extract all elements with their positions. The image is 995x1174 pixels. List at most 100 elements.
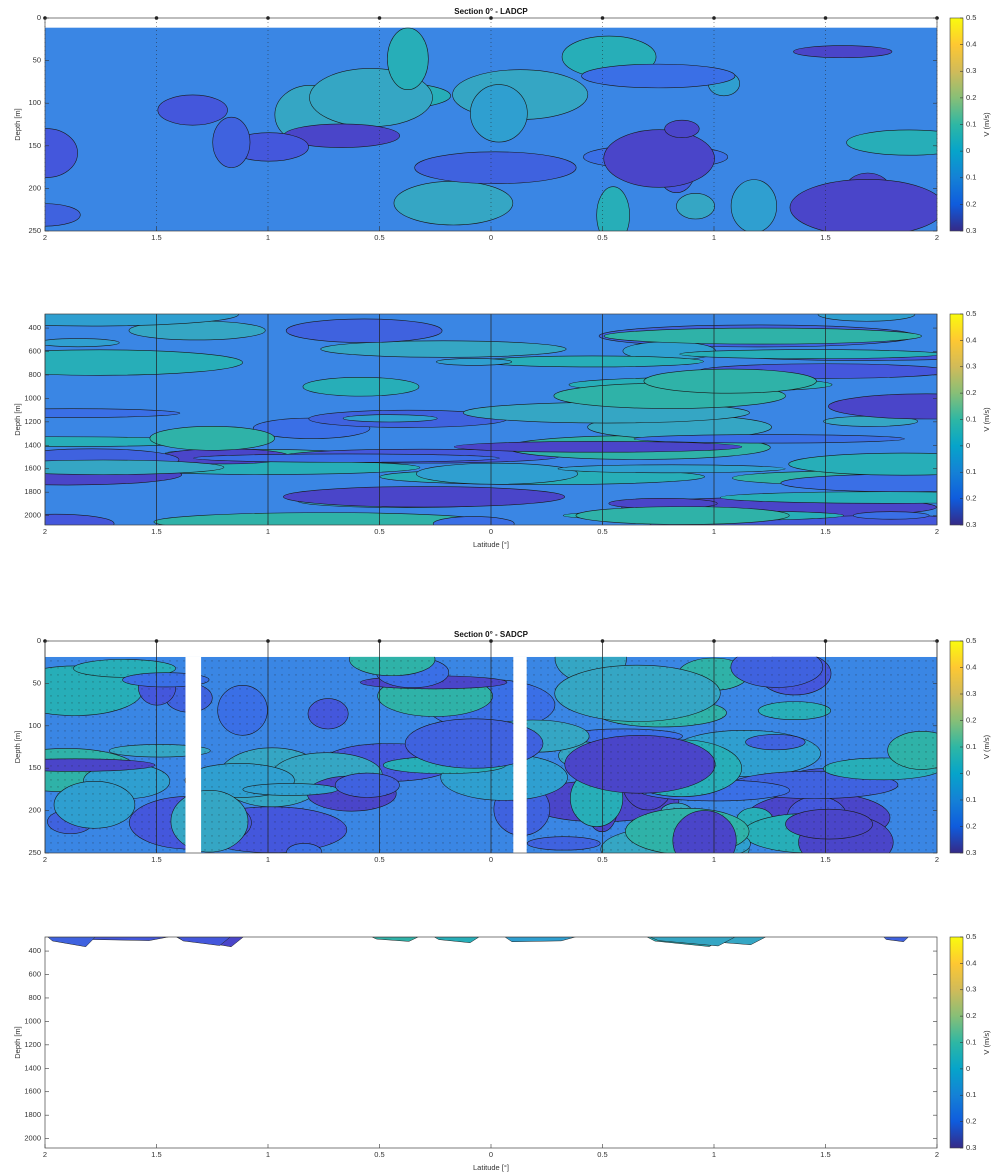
sample-dot [127,674,129,676]
sample-dot [547,758,549,760]
x-tick-label: 2 [935,1150,939,1159]
sample-dot [92,800,94,802]
sample-dot [820,800,822,802]
sample-dot [869,807,871,809]
sample-dot [365,681,367,683]
sample-dot [904,744,906,746]
sample-dot [407,828,409,830]
sample-dot [491,800,493,802]
sample-dot [645,842,647,844]
sample-dot [505,807,507,809]
sample-dot [582,674,584,676]
sample-dot [456,807,458,809]
sample-dot [64,688,66,690]
sample-dot [925,674,927,676]
sample-dot [512,786,514,788]
contour-patch [785,808,873,840]
sample-dot [771,842,773,844]
contour-patch [371,937,419,942]
sample-dot [309,821,311,823]
sample-dot [484,688,486,690]
sample-dot [442,835,444,837]
sample-dot [274,695,276,697]
axes-frame [44,640,938,854]
sample-dot [540,765,542,767]
sample-dot [806,772,808,774]
sample-dot [743,667,745,669]
sample-dot [701,779,703,781]
sample-dot [316,702,318,704]
sample-dot [624,744,626,746]
sample-dot [820,758,822,760]
sample-dot [421,786,423,788]
sample-dot [484,723,486,725]
sample-dot [673,814,675,816]
sample-dot [848,758,850,760]
sample-dot [631,702,633,704]
sample-dot [120,660,122,662]
sample-dot [778,660,780,662]
sample-dot [428,807,430,809]
sample-dot [344,772,346,774]
sample-dot [204,660,206,662]
sample-dot [211,814,213,816]
sample-dot [351,765,353,767]
sample-dot [260,667,262,669]
sample-dot [764,667,766,669]
y-tick-label: 1000 [24,393,41,402]
sample-dot [211,772,213,774]
sample-dot [295,688,297,690]
x-tick-label: 0.5 [374,1150,384,1159]
sample-dot [743,793,745,795]
sample-dot [624,702,626,704]
sample-dot [78,800,80,802]
colorbar-tick-label: 0.3 [966,689,976,698]
sample-dot [687,814,689,816]
sample-dot [85,814,87,816]
sample-dot [316,737,318,739]
sample-dot [652,688,654,690]
sample-dot [148,779,150,781]
sample-dot [694,688,696,690]
sample-dot [540,681,542,683]
sample-dot [568,772,570,774]
contour-patch [730,179,777,231]
sample-dot [862,835,864,837]
sample-dot [862,688,864,690]
sample-dot [820,849,822,851]
sample-dot [715,737,717,739]
sample-dot [78,695,80,697]
sample-dot [834,730,836,732]
sample-dot [680,800,682,802]
sample-dot [624,660,626,662]
sample-dot [176,814,178,816]
sample-dot [750,695,752,697]
sample-dot [883,779,885,781]
sample-dot [253,842,255,844]
sample-dot [659,758,661,760]
sample-dot [869,667,871,669]
sample-dot [50,828,52,830]
sample-dot [274,828,276,830]
sample-dot [750,793,752,795]
sample-dot [57,674,59,676]
sample-dot [869,814,871,816]
sample-dot [925,793,927,795]
contour-patch [349,656,436,677]
sample-dot [869,800,871,802]
sample-dot [911,674,913,676]
sample-dot [239,674,241,676]
sample-dot [169,667,171,669]
sample-dot [442,709,444,711]
sample-dot [386,765,388,767]
contour-patch [217,684,268,736]
sample-dot [211,835,213,837]
sample-dot [561,688,563,690]
sample-dot [883,695,885,697]
sample-dot [407,835,409,837]
sample-dot [547,765,549,767]
sample-dot [428,814,430,816]
sample-dot [120,779,122,781]
sample-dot [162,709,164,711]
sample-dot [99,835,101,837]
